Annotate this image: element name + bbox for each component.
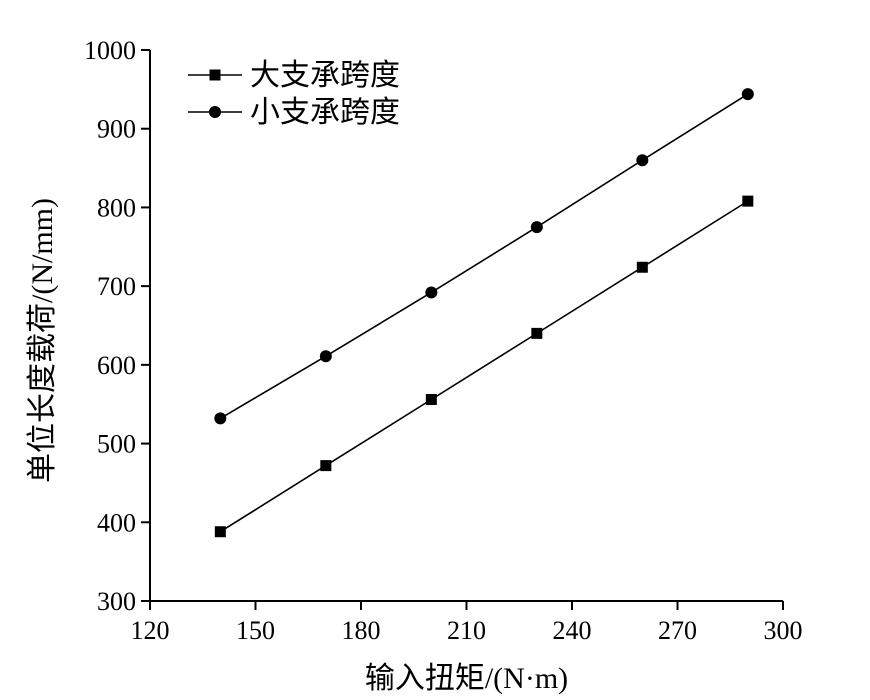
- data-point-large-span: [425, 393, 437, 405]
- y-tick-label: 900: [97, 115, 136, 144]
- series-large-span: [214, 195, 754, 538]
- series-line-large-span: [219, 200, 749, 533]
- series-layer: [214, 88, 754, 538]
- x-axis-title: 输入扭矩/(N·m): [365, 662, 568, 695]
- x-tick-label: 210: [447, 616, 486, 645]
- data-point-small-span: [636, 154, 649, 167]
- data-point-large-span: [320, 460, 332, 472]
- data-point-small-span: [214, 412, 227, 425]
- axes: 120 150 180 210 240 270 300 300 400 500 600 700 800…: [84, 36, 803, 645]
- x-tick-label: 270: [658, 616, 697, 645]
- y-tick-label: 400: [97, 508, 136, 537]
- y-tick-label: 500: [97, 430, 136, 459]
- legend: 大支承跨度 小支承跨度: [188, 59, 400, 129]
- series-line-small-span: [219, 93, 749, 420]
- x-tick-label: 300: [764, 616, 803, 645]
- data-point-large-span: [214, 526, 226, 538]
- x-axis-ticks: 120 150 180 210 240 270 300: [131, 601, 803, 645]
- legend-item-large-span: 大支承跨度: [188, 59, 400, 92]
- y-axis-ticks: 300 400 500 600 700 800 900 1000: [84, 36, 150, 616]
- data-point-large-span: [636, 261, 648, 273]
- y-tick-label: 700: [97, 272, 136, 301]
- y-axis-title: 单位长度载荷/(N/mm): [26, 198, 59, 483]
- data-point-small-span: [741, 88, 754, 101]
- data-point-small-span: [530, 221, 543, 234]
- data-point-small-span: [425, 286, 438, 299]
- y-tick-label: 300: [97, 587, 136, 616]
- data-point-large-span: [742, 195, 754, 207]
- x-tick-label: 240: [553, 616, 592, 645]
- series-small-span: [214, 88, 754, 425]
- x-tick-label: 120: [131, 616, 170, 645]
- data-point-small-span: [319, 350, 332, 363]
- legend-label-small-span: 小支承跨度: [250, 96, 400, 129]
- legend-marker-small-span: [209, 106, 221, 118]
- x-tick-label: 150: [236, 616, 275, 645]
- x-tick-label: 180: [342, 616, 381, 645]
- data-point-large-span: [531, 327, 543, 339]
- y-tick-label: 800: [97, 193, 136, 222]
- legend-label-large-span: 大支承跨度: [250, 59, 400, 92]
- legend-marker-large-span: [209, 69, 221, 81]
- y-tick-label: 1000: [84, 36, 136, 65]
- legend-item-small-span: 小支承跨度: [188, 96, 400, 129]
- y-tick-label: 600: [97, 351, 136, 380]
